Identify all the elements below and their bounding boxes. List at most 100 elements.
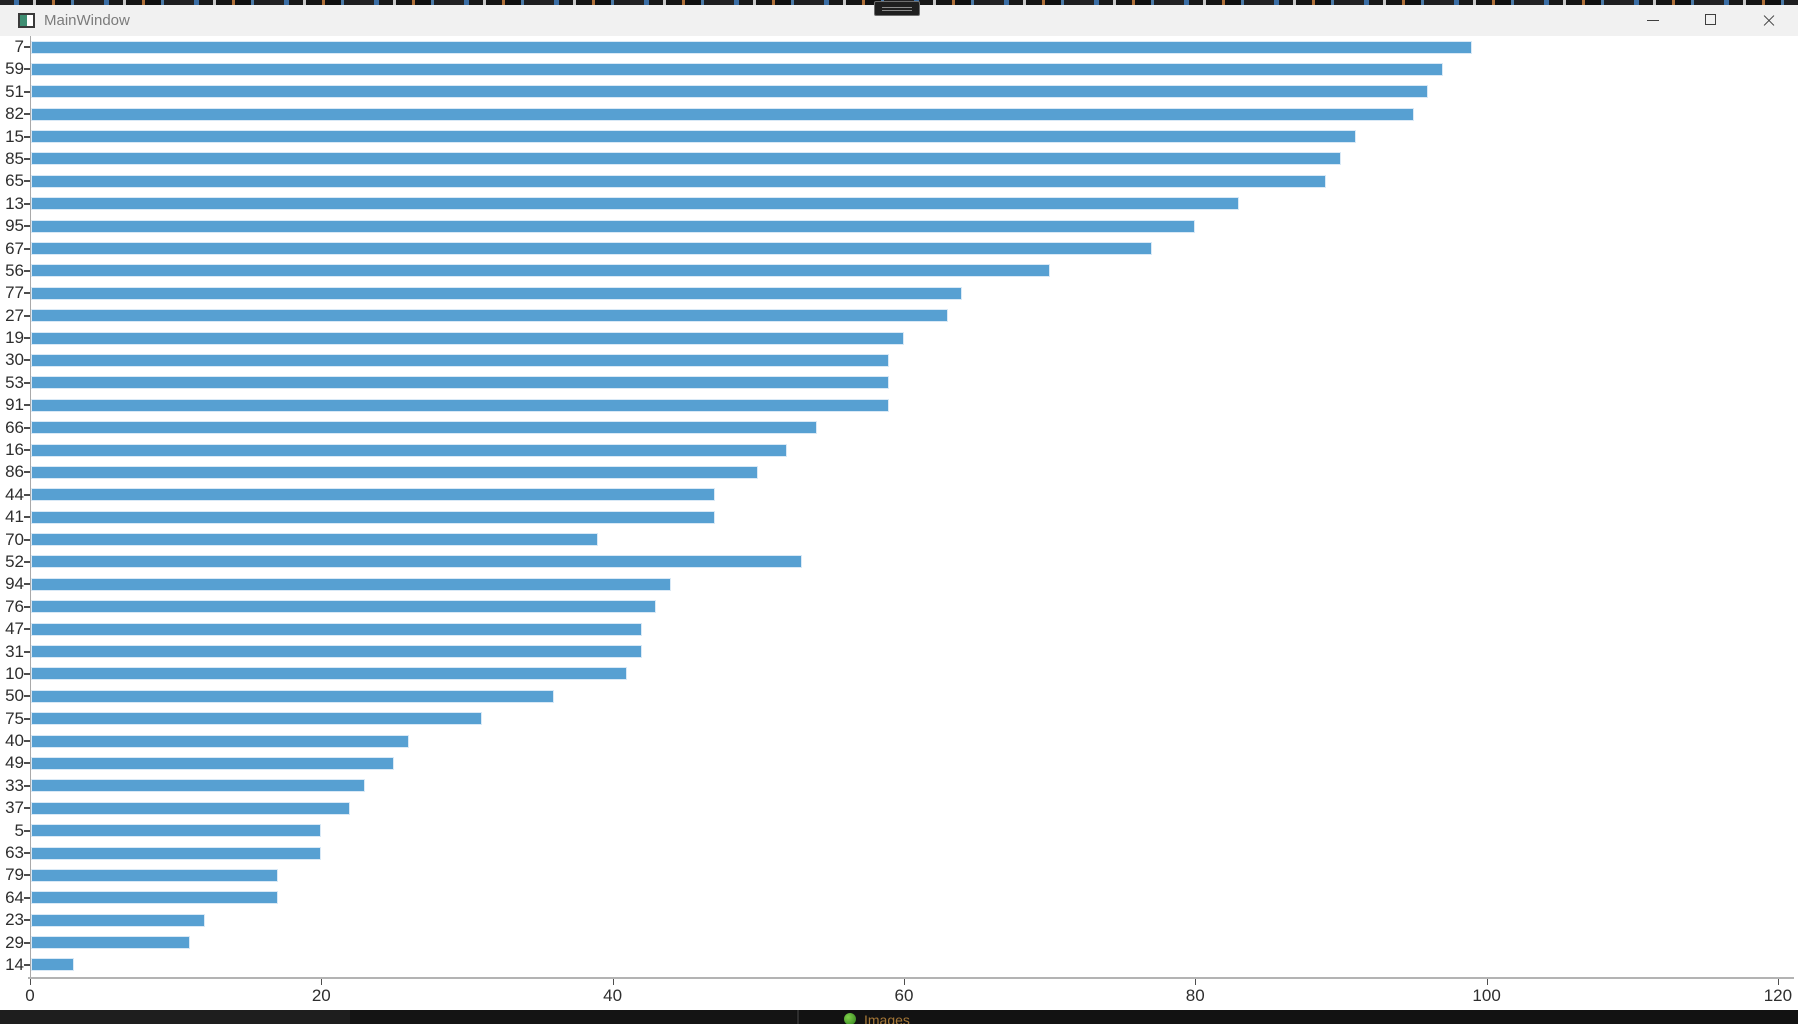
y-tick-mark — [24, 46, 30, 48]
bar — [31, 756, 395, 770]
x-axis-line — [28, 977, 1794, 979]
y-tick-label: 52 — [5, 551, 24, 571]
bar — [31, 107, 1414, 121]
x-tick-mark — [903, 979, 905, 985]
y-tick-label: 49 — [5, 753, 24, 773]
bar — [31, 936, 191, 950]
bar — [31, 779, 366, 793]
y-tick-mark — [24, 784, 30, 787]
y-tick-label: 47 — [5, 619, 24, 639]
bar — [31, 891, 278, 905]
y-tick-label: 16 — [5, 440, 24, 460]
leaf-icon — [844, 1013, 856, 1024]
bar — [31, 40, 1473, 54]
y-tick-mark — [24, 807, 30, 810]
y-tick-mark — [24, 247, 30, 250]
bar — [31, 958, 74, 972]
y-tick-mark — [24, 605, 30, 608]
taskbar-segment — [350, 1010, 796, 1024]
y-tick-mark — [24, 314, 30, 317]
y-tick-label: 19 — [5, 328, 24, 348]
taskbar-text: Images — [864, 1012, 910, 1024]
bar — [31, 712, 482, 726]
bar — [31, 510, 715, 524]
y-tick-label: 85 — [5, 148, 24, 168]
window-controls — [1624, 5, 1798, 36]
y-tick-label: 31 — [5, 641, 24, 661]
y-tick-label: 95 — [5, 216, 24, 236]
y-tick-mark — [24, 919, 30, 922]
x-tick-mark — [1486, 979, 1488, 985]
y-tick-mark — [24, 516, 30, 519]
bar — [31, 174, 1327, 188]
bar — [31, 801, 351, 815]
x-tick-label: 20 — [311, 986, 331, 1005]
bar — [31, 868, 278, 882]
bar — [31, 152, 1341, 166]
bar — [31, 734, 409, 748]
grab-handle-icon — [882, 10, 912, 11]
y-tick-mark — [24, 695, 30, 698]
bar — [31, 264, 1050, 278]
bar — [31, 488, 715, 502]
bar — [31, 689, 555, 703]
y-tick-mark — [24, 113, 30, 116]
bar — [31, 398, 890, 412]
bar — [31, 622, 642, 636]
screenshare-toolbar-handle[interactable] — [874, 1, 920, 16]
window-title: MainWindow — [44, 12, 130, 29]
x-tick-mark — [321, 979, 323, 985]
x-tick-mark — [1195, 979, 1197, 985]
y-tick-label: 70 — [5, 529, 24, 549]
y-tick-label: 77 — [5, 283, 24, 303]
x-tick-mark — [612, 979, 614, 985]
y-tick-mark — [24, 963, 30, 966]
y-tick-label: 82 — [5, 104, 24, 124]
y-tick-label: 44 — [5, 484, 24, 504]
y-tick-label: 53 — [5, 372, 24, 392]
y-tick-mark — [24, 672, 30, 675]
y-tick-mark — [24, 404, 30, 407]
bar — [31, 533, 599, 547]
bar — [31, 846, 322, 860]
y-tick-label: 37 — [5, 798, 24, 818]
y-tick-label: 13 — [5, 193, 24, 213]
y-tick-label: 27 — [5, 305, 24, 325]
x-tick-label: 100 — [1472, 986, 1501, 1005]
minimize-button[interactable] — [1624, 5, 1682, 36]
y-tick-mark — [24, 135, 30, 138]
x-tick-label: 60 — [894, 986, 914, 1005]
bar-chart: 7 59 51 82 15 85 65 13 95 67 56 77 27 19 30 53 91 66 16 86 4… — [0, 36, 1798, 1010]
y-tick-mark — [24, 740, 30, 743]
y-tick-label: 59 — [5, 59, 24, 79]
bar — [31, 62, 1443, 76]
y-tick-mark — [24, 269, 30, 272]
close-button[interactable] — [1740, 5, 1798, 36]
bar — [31, 219, 1196, 233]
taskbar-sliver[interactable]: Images — [0, 1010, 1798, 1024]
y-tick-mark — [24, 225, 30, 228]
y-tick-label: 56 — [5, 260, 24, 280]
y-tick-label: 79 — [5, 865, 24, 885]
y-tick-mark — [24, 874, 30, 877]
bar — [31, 645, 642, 659]
y-tick-label: 5 — [14, 820, 24, 840]
maximize-button[interactable] — [1682, 5, 1740, 36]
y-tick-mark — [24, 628, 30, 631]
y-tick-label: 14 — [5, 954, 24, 974]
y-tick-label: 40 — [5, 731, 24, 751]
y-tick-mark — [24, 583, 30, 586]
bar — [31, 577, 671, 591]
x-tick-label: 120 — [1763, 986, 1793, 1005]
bar — [31, 443, 788, 457]
y-tick-label: 50 — [5, 686, 24, 706]
y-tick-label: 63 — [5, 843, 24, 863]
y-tick-label: 67 — [5, 238, 24, 258]
y-tick-label: 64 — [5, 887, 24, 907]
bar — [31, 555, 802, 569]
bar — [31, 376, 890, 390]
y-tick-label: 7 — [14, 37, 24, 56]
taskbar-segment — [0, 1010, 350, 1024]
bar — [31, 197, 1239, 211]
y-tick-label: 66 — [5, 417, 24, 437]
